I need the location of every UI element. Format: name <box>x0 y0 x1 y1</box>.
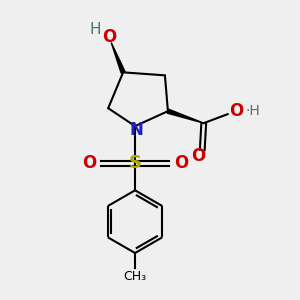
Text: O: O <box>82 154 97 172</box>
Text: H: H <box>89 22 100 38</box>
Text: O: O <box>229 102 243 120</box>
Text: ·H: ·H <box>246 104 260 118</box>
Text: O: O <box>103 28 117 46</box>
Text: O: O <box>174 154 188 172</box>
Polygon shape <box>167 109 204 123</box>
Text: N: N <box>130 121 143 139</box>
Polygon shape <box>111 43 125 73</box>
Text: CH₃: CH₃ <box>124 270 147 283</box>
Text: S: S <box>129 154 142 172</box>
Text: O: O <box>191 147 205 165</box>
